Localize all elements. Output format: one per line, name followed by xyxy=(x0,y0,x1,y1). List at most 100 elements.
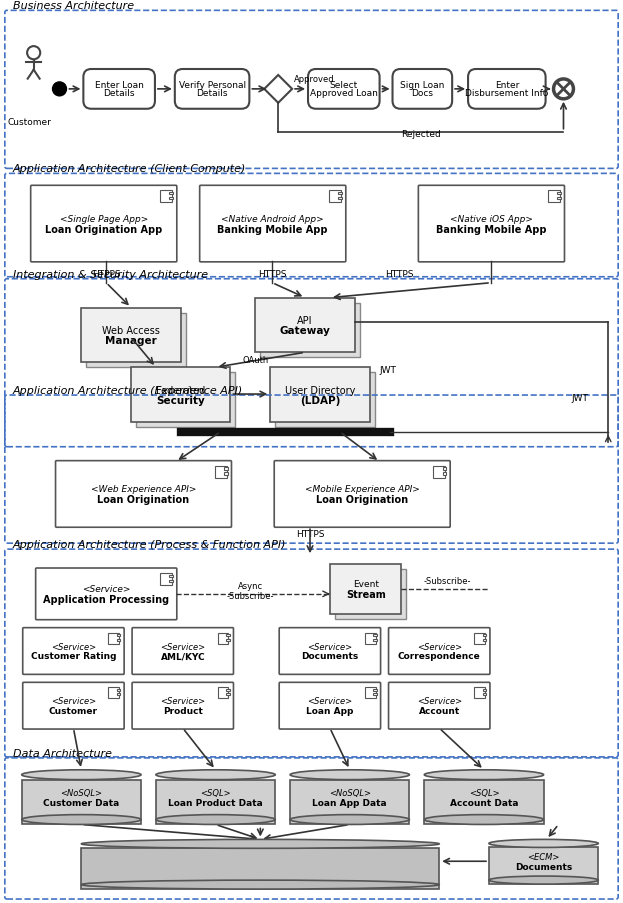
FancyBboxPatch shape xyxy=(290,780,409,824)
Text: Customer Data: Customer Data xyxy=(43,797,120,806)
Text: <Service>: <Service> xyxy=(51,642,96,651)
Ellipse shape xyxy=(489,876,598,884)
FancyBboxPatch shape xyxy=(335,570,406,619)
FancyBboxPatch shape xyxy=(389,683,490,730)
Text: Business Architecture: Business Architecture xyxy=(13,1,134,12)
Text: <NoSQL>: <NoSQL> xyxy=(329,787,371,796)
FancyBboxPatch shape xyxy=(424,780,544,824)
Ellipse shape xyxy=(424,770,544,780)
FancyBboxPatch shape xyxy=(217,687,229,698)
FancyBboxPatch shape xyxy=(160,191,172,203)
FancyBboxPatch shape xyxy=(169,575,173,578)
Text: Integration & Security Architecture: Integration & Security Architecture xyxy=(13,269,208,279)
Text: <Web Experience API>: <Web Experience API> xyxy=(91,485,196,494)
Text: Loan Origination: Loan Origination xyxy=(316,494,408,505)
FancyBboxPatch shape xyxy=(373,635,377,637)
FancyBboxPatch shape xyxy=(87,313,186,368)
FancyBboxPatch shape xyxy=(419,186,564,263)
Text: Application Architecture (Experience API): Application Architecture (Experience API… xyxy=(13,386,243,396)
Ellipse shape xyxy=(424,815,544,824)
Text: Gateway: Gateway xyxy=(280,326,330,336)
Text: Loan App: Loan App xyxy=(306,706,354,715)
Text: Async: Async xyxy=(238,582,263,591)
Text: HTPPS: HTPPS xyxy=(92,269,120,278)
FancyBboxPatch shape xyxy=(160,573,172,585)
Text: Banking Mobile App: Banking Mobile App xyxy=(217,224,328,234)
FancyBboxPatch shape xyxy=(224,472,227,475)
FancyBboxPatch shape xyxy=(338,193,342,195)
Text: Details: Details xyxy=(103,89,135,98)
Circle shape xyxy=(27,47,40,61)
FancyBboxPatch shape xyxy=(117,635,120,637)
Text: Application Processing: Application Processing xyxy=(43,594,169,604)
Text: API: API xyxy=(297,316,313,326)
FancyBboxPatch shape xyxy=(169,193,173,195)
FancyBboxPatch shape xyxy=(557,198,561,200)
Text: Docs: Docs xyxy=(411,89,434,98)
Text: Details: Details xyxy=(196,89,228,98)
Text: Loan App Data: Loan App Data xyxy=(313,797,387,806)
Text: Enter Loan: Enter Loan xyxy=(95,81,143,90)
FancyBboxPatch shape xyxy=(557,193,561,195)
FancyBboxPatch shape xyxy=(169,198,173,200)
FancyBboxPatch shape xyxy=(270,368,369,423)
Text: -Subscribe-: -Subscribe- xyxy=(227,591,274,600)
FancyBboxPatch shape xyxy=(373,639,377,641)
Text: Application Architecture (Client Compute): Application Architecture (Client Compute… xyxy=(13,164,246,174)
Text: Application Architecture (Process & Function API): Application Architecture (Process & Func… xyxy=(13,539,287,550)
FancyBboxPatch shape xyxy=(483,639,486,641)
Text: Documents: Documents xyxy=(302,652,358,661)
FancyBboxPatch shape xyxy=(217,633,229,644)
Text: <Service>: <Service> xyxy=(82,585,130,594)
Text: Product: Product xyxy=(163,706,202,715)
FancyBboxPatch shape xyxy=(175,70,249,109)
Text: <Service>: <Service> xyxy=(417,642,462,651)
Text: Event: Event xyxy=(353,580,379,589)
FancyBboxPatch shape xyxy=(22,780,141,824)
Text: <SQL>: <SQL> xyxy=(468,787,499,796)
Text: <Mobile Experience API>: <Mobile Experience API> xyxy=(305,485,419,494)
Text: Rejected: Rejected xyxy=(401,129,440,138)
Text: Enter: Enter xyxy=(495,81,519,90)
FancyBboxPatch shape xyxy=(226,689,230,692)
Text: <SQL>: <SQL> xyxy=(200,787,231,796)
Text: Correspondence: Correspondence xyxy=(398,652,480,661)
FancyBboxPatch shape xyxy=(132,683,234,730)
Text: HTTPS: HTTPS xyxy=(296,530,324,538)
FancyBboxPatch shape xyxy=(260,303,359,358)
Text: Loan Origination: Loan Origination xyxy=(97,494,189,505)
Text: Stream: Stream xyxy=(346,589,386,600)
FancyBboxPatch shape xyxy=(226,635,230,637)
Polygon shape xyxy=(264,76,292,104)
FancyBboxPatch shape xyxy=(22,628,124,675)
FancyBboxPatch shape xyxy=(548,191,559,203)
Text: JWT: JWT xyxy=(571,394,588,403)
Text: Account Data: Account Data xyxy=(450,797,518,806)
Text: Manager: Manager xyxy=(105,336,157,346)
Text: User Directory: User Directory xyxy=(285,386,355,396)
Text: Customer: Customer xyxy=(49,706,98,715)
FancyBboxPatch shape xyxy=(389,628,490,675)
Ellipse shape xyxy=(22,770,141,780)
FancyBboxPatch shape xyxy=(483,635,486,637)
FancyBboxPatch shape xyxy=(373,689,377,692)
Ellipse shape xyxy=(290,770,409,780)
FancyBboxPatch shape xyxy=(169,580,173,582)
FancyBboxPatch shape xyxy=(474,633,485,644)
FancyBboxPatch shape xyxy=(330,564,401,614)
Text: Sign Loan: Sign Loan xyxy=(400,81,445,90)
Text: HTTPS: HTTPS xyxy=(258,269,287,278)
Ellipse shape xyxy=(290,815,409,824)
Text: (LDAP): (LDAP) xyxy=(300,396,340,405)
Text: Documents: Documents xyxy=(515,862,573,871)
FancyBboxPatch shape xyxy=(364,687,376,698)
Text: Data Architecture: Data Architecture xyxy=(13,748,112,758)
Text: -Subscribe-: -Subscribe- xyxy=(424,576,471,585)
FancyBboxPatch shape xyxy=(279,628,381,675)
FancyBboxPatch shape xyxy=(255,298,354,353)
FancyBboxPatch shape xyxy=(224,468,227,470)
Text: <Native Android App>: <Native Android App> xyxy=(221,215,324,224)
FancyBboxPatch shape xyxy=(199,186,346,263)
FancyBboxPatch shape xyxy=(83,70,155,109)
FancyBboxPatch shape xyxy=(279,683,381,730)
